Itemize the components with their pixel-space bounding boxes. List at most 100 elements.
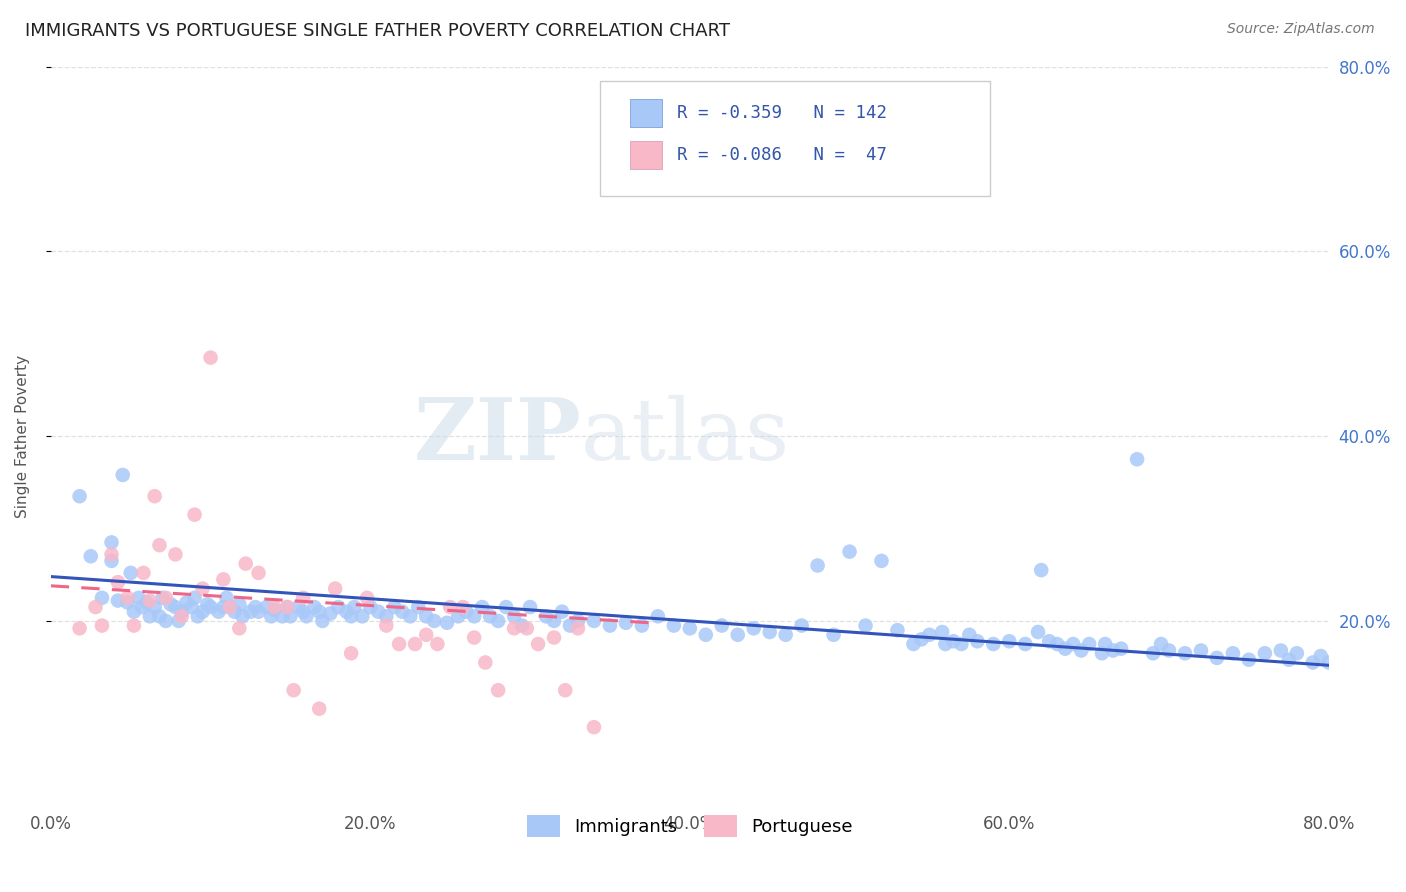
Point bbox=[1150, 637, 1173, 651]
Point bbox=[742, 621, 765, 635]
Point bbox=[1031, 563, 1053, 577]
Point bbox=[838, 544, 860, 558]
Point bbox=[1062, 637, 1084, 651]
Point bbox=[503, 609, 526, 624]
Point bbox=[122, 618, 145, 632]
Point bbox=[215, 591, 238, 605]
Point bbox=[662, 618, 685, 632]
Point bbox=[111, 467, 134, 482]
Text: R = -0.086   N =  47: R = -0.086 N = 47 bbox=[678, 146, 887, 164]
Point bbox=[148, 609, 170, 624]
Point bbox=[1302, 656, 1324, 670]
Point bbox=[287, 600, 309, 615]
Point bbox=[100, 548, 122, 562]
Point bbox=[170, 605, 193, 619]
Point bbox=[120, 566, 142, 580]
Point bbox=[582, 720, 605, 734]
Point bbox=[84, 600, 107, 615]
Point bbox=[463, 609, 485, 624]
Point bbox=[934, 637, 956, 651]
Point bbox=[343, 600, 366, 615]
Point bbox=[1094, 637, 1116, 651]
Point bbox=[391, 605, 413, 619]
Point bbox=[218, 600, 240, 615]
Point bbox=[614, 615, 637, 630]
Point bbox=[486, 683, 509, 698]
Legend: Immigrants, Portuguese: Immigrants, Portuguese bbox=[520, 808, 860, 845]
Point bbox=[1126, 452, 1149, 467]
Point bbox=[1046, 637, 1069, 651]
Bar bbox=[630, 99, 662, 128]
Point bbox=[423, 614, 446, 628]
Point bbox=[942, 634, 965, 648]
Point bbox=[957, 628, 980, 642]
Point bbox=[80, 549, 103, 564]
Point bbox=[406, 600, 429, 615]
Point bbox=[260, 609, 283, 624]
Point bbox=[352, 609, 374, 624]
Point bbox=[1222, 646, 1244, 660]
Point bbox=[758, 625, 780, 640]
Point bbox=[399, 609, 422, 624]
Point bbox=[159, 597, 181, 611]
Point bbox=[187, 609, 209, 624]
Point bbox=[1157, 643, 1180, 657]
Point bbox=[1078, 637, 1101, 651]
Point bbox=[375, 609, 398, 624]
Point bbox=[447, 609, 470, 624]
Point bbox=[554, 683, 576, 698]
Point bbox=[503, 621, 526, 635]
Point bbox=[280, 609, 302, 624]
Point bbox=[167, 614, 190, 628]
Point bbox=[886, 623, 908, 637]
Point bbox=[950, 637, 973, 651]
Point bbox=[212, 600, 235, 615]
Point bbox=[107, 575, 129, 590]
Point bbox=[910, 632, 932, 647]
Point bbox=[436, 615, 458, 630]
Point bbox=[319, 607, 342, 621]
Point bbox=[439, 600, 461, 615]
Point bbox=[212, 572, 235, 586]
Point bbox=[256, 600, 278, 615]
Point bbox=[1038, 634, 1060, 648]
Point bbox=[375, 618, 398, 632]
Point bbox=[340, 609, 363, 624]
Point bbox=[647, 609, 669, 624]
Point bbox=[471, 600, 494, 615]
Point bbox=[195, 597, 218, 611]
Point bbox=[235, 557, 257, 571]
Point bbox=[143, 489, 166, 503]
Point bbox=[100, 535, 122, 549]
Text: Source: ZipAtlas.com: Source: ZipAtlas.com bbox=[1227, 22, 1375, 37]
Point bbox=[1254, 646, 1277, 660]
Point bbox=[323, 582, 346, 596]
Point bbox=[283, 683, 305, 698]
Point bbox=[328, 600, 350, 615]
Point bbox=[966, 634, 988, 648]
Point bbox=[486, 614, 509, 628]
Point bbox=[340, 646, 363, 660]
Point bbox=[359, 600, 381, 615]
Point bbox=[276, 600, 298, 615]
Point bbox=[1026, 625, 1049, 640]
Point bbox=[200, 351, 222, 365]
Point bbox=[135, 595, 157, 609]
Point bbox=[516, 621, 538, 635]
Point bbox=[1174, 646, 1197, 660]
Point bbox=[271, 609, 294, 624]
Point bbox=[295, 609, 318, 624]
Point bbox=[139, 593, 162, 607]
Point bbox=[474, 656, 496, 670]
Point bbox=[91, 591, 114, 605]
Point bbox=[510, 618, 533, 632]
Point bbox=[551, 605, 574, 619]
Bar bbox=[630, 141, 662, 169]
Point bbox=[543, 631, 565, 645]
Point bbox=[207, 605, 229, 619]
Point bbox=[710, 618, 733, 632]
Point bbox=[224, 605, 246, 619]
Point bbox=[367, 605, 389, 619]
Point bbox=[183, 591, 205, 605]
Point bbox=[404, 637, 426, 651]
